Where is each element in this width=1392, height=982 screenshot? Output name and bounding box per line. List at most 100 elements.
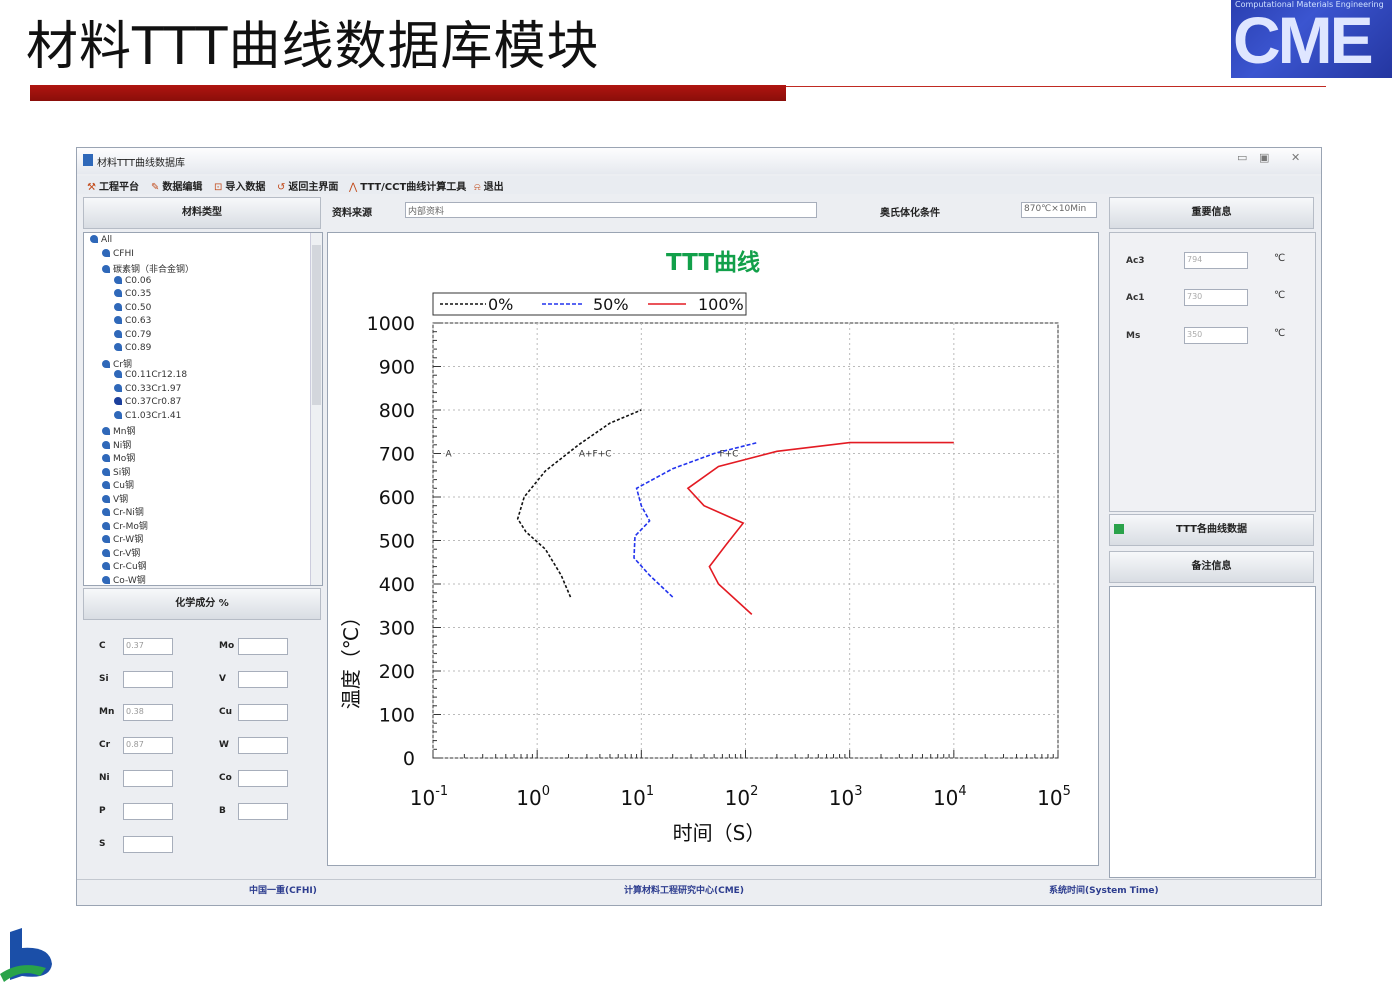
minimize-icon[interactable]: ▭: [1237, 151, 1248, 164]
tree-item-label: Si钢: [113, 467, 131, 478]
ms-label: Ms: [1126, 331, 1141, 341]
chem-field-c[interactable]: 0.37: [123, 638, 173, 655]
chem-field-v[interactable]: [238, 671, 288, 688]
tree-item[interactable]: Cr-Ni钢: [102, 505, 144, 518]
tree-item[interactable]: Cu钢: [102, 478, 134, 491]
ac3-field[interactable]: 794: [1184, 252, 1248, 269]
ms-field[interactable]: 350: [1184, 327, 1248, 344]
add-icon: [1114, 524, 1124, 534]
tree-item-label: C0.33Cr1.97: [125, 383, 182, 394]
y-tick-label: 1000: [367, 313, 415, 335]
tree-item[interactable]: C1.03Cr1.41: [114, 410, 181, 421]
tree-item-label: Co-W钢: [113, 575, 146, 586]
tree-item[interactable]: C0.37Cr0.87: [114, 397, 181, 407]
tree-node-icon: [114, 397, 122, 405]
chem-field-mn[interactable]: 0.38: [123, 704, 173, 721]
tree-item[interactable]: Cr-V钢: [102, 546, 140, 559]
tree-node-icon: [102, 248, 110, 257]
legend-label: 0%: [488, 295, 513, 314]
menu-data-edit[interactable]: ✎ 数据编辑: [151, 178, 202, 193]
tree-item[interactable]: Cr-Cu钢: [102, 559, 147, 572]
tree-item[interactable]: Cr钢: [102, 357, 132, 370]
tree-scrollbar[interactable]: [310, 233, 322, 585]
notes-header: 备注信息: [1109, 551, 1314, 583]
tree-item[interactable]: All: [90, 235, 112, 245]
y-axis-label: 温度（℃）: [339, 607, 363, 709]
chem-field-co[interactable]: [238, 770, 288, 787]
window-titlebar[interactable]: 材料TTT曲线数据库 ▭ ▣ ✕: [77, 148, 1321, 174]
tree-item[interactable]: C0.50: [114, 302, 151, 313]
tree-node-icon: [114, 329, 122, 338]
tree-node-icon: [102, 265, 110, 273]
chem-field-cu[interactable]: [238, 704, 288, 721]
ttt-chart: TTT曲线 时间（S） 温度（℃） 0100200300400500600700…: [339, 249, 1071, 845]
tree-item[interactable]: Si钢: [102, 465, 130, 478]
tree-node-icon: [114, 410, 122, 419]
chem-label-mo: Mo: [219, 641, 235, 651]
tree-item[interactable]: Mn钢: [102, 424, 135, 437]
tree-item[interactable]: Co-W钢: [102, 573, 146, 586]
tree-item[interactable]: Cr-Mo钢: [102, 519, 148, 532]
ac1-label: Ac1: [1126, 293, 1145, 303]
chem-field-si[interactable]: [123, 671, 173, 688]
chem-field-s[interactable]: [123, 836, 173, 853]
chem-field-p[interactable]: [123, 803, 173, 820]
legend-box: [432, 292, 747, 316]
tree-node-icon: [114, 370, 122, 378]
tree-scroll-thumb[interactable]: [312, 245, 321, 405]
maximize-icon[interactable]: ▣: [1259, 151, 1270, 164]
tree-item-label: C0.06: [125, 275, 152, 286]
menu-exit[interactable]: ⍾ 退出: [474, 178, 504, 193]
tree-item[interactable]: C0.89: [114, 343, 151, 353]
y-tick-label: 500: [379, 531, 415, 553]
ac3-unit: ℃: [1274, 253, 1286, 264]
chem-label-co: Co: [219, 773, 232, 783]
source-field[interactable]: 内部资料: [405, 202, 817, 218]
tree-item[interactable]: C0.11Cr12.18: [114, 370, 187, 380]
menu-import-data[interactable]: ⊡ 导入数据: [214, 178, 265, 193]
menu-ttt-cct-tool[interactable]: ⋀ TTT/CCT曲线计算工具: [349, 178, 466, 193]
tree-item-label: Cr钢: [113, 359, 132, 370]
wrench-icon: ⚒: [87, 182, 96, 193]
tree-item[interactable]: C0.06: [114, 275, 152, 286]
ttt-curve-data-button[interactable]: TTT各曲线数据: [1109, 514, 1314, 546]
close-icon[interactable]: ✕: [1291, 151, 1301, 164]
tree-item[interactable]: C0.79: [114, 329, 152, 340]
chem-label-v: V: [219, 674, 226, 684]
chem-field-w[interactable]: [238, 737, 288, 754]
notes-area[interactable]: [1109, 586, 1316, 878]
tree-item[interactable]: Cr-W钢: [102, 532, 143, 545]
menu-engineering-platform[interactable]: ⚒ 工程平台: [87, 178, 139, 193]
tree-item[interactable]: V钢: [102, 492, 128, 505]
chem-field-mo[interactable]: [238, 638, 288, 655]
tree-item[interactable]: C0.33Cr1.97: [114, 383, 182, 394]
menu-return-main[interactable]: ↺ 返回主界面: [277, 178, 338, 193]
tree-item[interactable]: C0.63: [114, 316, 151, 326]
tree-node-icon: [90, 235, 98, 243]
y-tick-label: 600: [379, 487, 415, 509]
tree-item[interactable]: Mo钢: [102, 451, 135, 464]
chem-label-c: C: [99, 641, 106, 651]
cme-logo: Computational Materials Engineering CME: [1231, 0, 1392, 78]
x-tick-label: 104: [933, 784, 967, 810]
x-tick-label: 100: [516, 784, 550, 810]
tree-node-icon: [114, 383, 122, 392]
ac1-field[interactable]: 730: [1184, 289, 1248, 306]
logo-text: CME: [1233, 3, 1374, 77]
chem-field-cr[interactable]: 0.87: [123, 737, 173, 754]
tree-item[interactable]: Ni钢: [102, 438, 131, 451]
chem-label-si: Si: [99, 674, 109, 684]
x-axis-label: 时间（S）: [673, 821, 766, 845]
chem-field-ni[interactable]: [123, 770, 173, 787]
tree-item[interactable]: CFHI: [102, 248, 134, 259]
statusbar: 中国一重(CFHI) 计算材料工程研究中心(CME) 系统时间(System T…: [77, 879, 1321, 898]
x-tick-exponent: 4: [958, 784, 966, 799]
austenitizing-field[interactable]: 870℃×10Min: [1021, 202, 1097, 218]
tree-item[interactable]: 碳素钢（非合金钢）: [102, 262, 194, 275]
y-tick-label: 700: [379, 444, 415, 466]
tree-node-icon: [114, 275, 122, 284]
tree-item-label: C0.79: [125, 329, 152, 340]
tree-item[interactable]: C0.35: [114, 289, 151, 299]
material-tree: All CFHI 碳素钢（非合金钢） C0.06 C0.35 C0.50 C0.63 C0.7…: [83, 232, 323, 586]
chem-field-b[interactable]: [238, 803, 288, 820]
